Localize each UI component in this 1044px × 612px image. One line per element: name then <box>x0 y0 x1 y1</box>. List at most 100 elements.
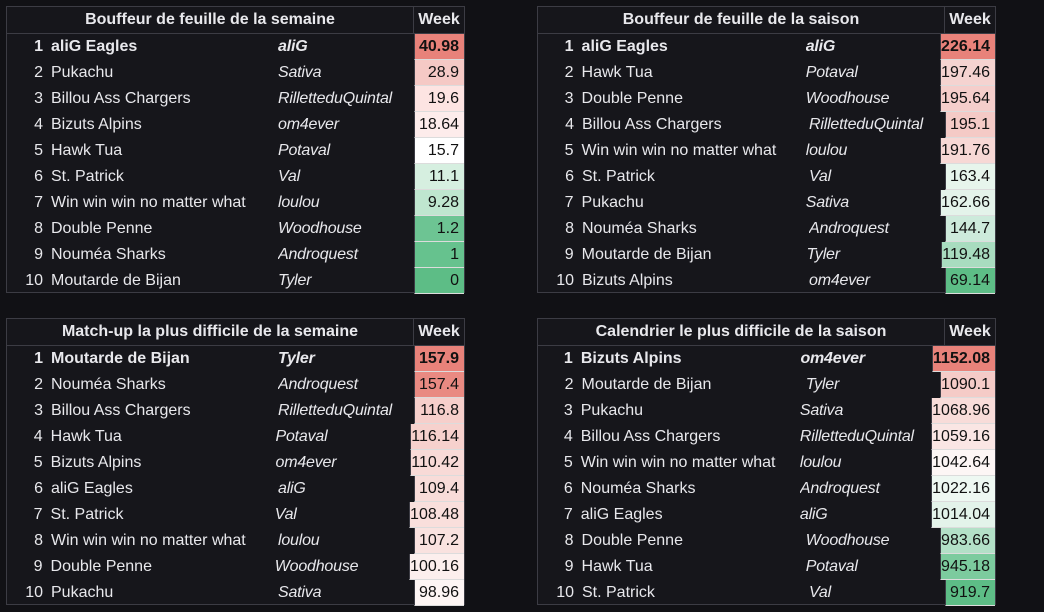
table-row: 8 Win win win no matter what loulou 107.2 <box>7 528 464 554</box>
rank-cell: 4 <box>33 428 43 445</box>
week-header: Week 9 <box>418 11 460 54</box>
score-cell: 107.2 <box>414 528 464 554</box>
table-row: 6 Nouméa Sharks Androquest 1022.16 <box>538 476 995 502</box>
team-name-cell: Nouméa Sharks <box>51 376 166 393</box>
table-row: 2 Nouméa Sharks Androquest 157.4 <box>7 372 464 398</box>
table-row: 1 aliG Eagles aliG 40.98 <box>7 34 464 60</box>
owner-name-cell: Sativa <box>799 402 844 419</box>
owner-name-cell: Androquest <box>278 246 358 263</box>
table-title: Bouffeur de feuille de la semaine <box>7 7 414 33</box>
week-header: Week 9 <box>418 323 460 366</box>
table-row: 9 Moutarde de Bijan Tyler 119.48 <box>538 242 995 268</box>
table-row: 5 Bizuts Alpins om4ever 110.42 <box>7 450 464 476</box>
owner-name-cell: om4ever <box>275 454 337 471</box>
rank-cell: 8 <box>565 220 574 237</box>
score-cell: 197.46 <box>940 60 995 86</box>
table-row: 7 Pukachu Sativa 162.66 <box>538 190 995 216</box>
panel-calendrier-saison: Calendrier le plus difficile de la saiso… <box>537 318 996 606</box>
table-row: 4 Billou Ass Chargers RilletteduQuintal 195… <box>538 112 995 138</box>
rank-cell: 10 <box>25 584 43 601</box>
table-row: 9 Nouméa Sharks Androquest 1 <box>7 242 464 268</box>
score-cell: 157.9 <box>414 346 464 372</box>
owner-name-cell: om4ever <box>278 116 339 133</box>
team-name-cell: Pukachu <box>51 64 114 81</box>
rank-cell: 1 <box>564 38 574 55</box>
owner-name-cell: Potaval <box>275 428 328 445</box>
score-cell: 1042.64 <box>931 450 995 476</box>
week-header: Week 9 <box>949 323 991 366</box>
team-name-cell: Pukachu <box>581 194 644 211</box>
team-name-cell: Hawk Tua <box>581 558 653 575</box>
team-name-cell: Moutarde de Bijan <box>581 376 712 393</box>
owner-name-cell: Val <box>809 168 831 185</box>
rank-cell: 10 <box>25 272 43 289</box>
owner-name-cell: Tyler <box>278 350 315 367</box>
rank-cell: 10 <box>556 272 574 289</box>
score-cell: 110.42 <box>410 450 464 476</box>
score-cell: 18.64 <box>414 112 464 138</box>
table-header: Bouffeur de feuille de la saison Week 9 <box>538 7 995 54</box>
owner-name-cell: Sativa <box>278 64 322 81</box>
table-row: 3 Billou Ass Chargers RilletteduQuintal 19.… <box>7 86 464 112</box>
team-name-cell: Win win win no matter what <box>51 532 246 549</box>
owner-name-cell: Woodhouse <box>274 558 359 575</box>
score-cell: 191.76 <box>940 138 995 164</box>
team-name-cell: Pukachu <box>580 402 644 419</box>
rank-cell: 4 <box>565 116 574 133</box>
owner-name-cell: aliG <box>799 506 828 523</box>
rank-cell: 6 <box>563 480 573 497</box>
rank-cell: 6 <box>34 480 43 497</box>
score-cell: 1 <box>414 242 464 268</box>
rank-cell: 5 <box>34 142 43 159</box>
rank-cell: 2 <box>564 64 574 81</box>
rank-cell: 2 <box>564 376 574 393</box>
team-name-cell: St. Patrick <box>582 584 655 601</box>
team-name-cell: Double Penne <box>581 90 683 107</box>
table-row: 8 Nouméa Sharks Androquest 144.7 <box>538 216 995 242</box>
table-row: 5 Win win win no matter what loulou 1042.64 <box>538 450 995 476</box>
owner-name-cell: Val <box>809 584 831 601</box>
rank-cell: 3 <box>563 402 573 419</box>
rank-cell: 9 <box>33 558 43 575</box>
team-name-cell: St. Patrick <box>51 168 124 185</box>
team-name-cell: Billou Ass Chargers <box>51 90 191 107</box>
rank-cell: 8 <box>34 220 43 237</box>
rank-cell: 7 <box>33 506 43 523</box>
rank-cell: 5 <box>564 142 574 159</box>
owner-name-cell: Androquest <box>809 220 889 237</box>
score-cell: 1.2 <box>414 216 464 242</box>
owner-name-cell: Woodhouse <box>278 220 362 237</box>
table-row: 1 aliG Eagles aliG 226.14 <box>538 34 995 60</box>
table-row: 6 aliG Eagles aliG 109.4 <box>7 476 464 502</box>
team-name-cell: Bizuts Alpins <box>50 454 142 471</box>
table-row: 4 Billou Ass Chargers RilletteduQuintal 105… <box>538 424 995 450</box>
owner-name-cell: om4ever <box>809 272 870 289</box>
owner-name-cell: Tyler <box>278 272 312 289</box>
team-name-cell: Win win win no matter what <box>581 142 777 159</box>
rank-cell: 8 <box>564 532 574 549</box>
score-cell: 226.14 <box>940 34 995 60</box>
rank-cell: 9 <box>564 246 574 263</box>
rank-cell: 7 <box>34 194 43 211</box>
team-name-cell: Bizuts Alpins <box>51 116 142 133</box>
rank-cell: 3 <box>564 90 574 107</box>
score-cell: 98.96 <box>414 580 464 606</box>
score-cell: 1068.96 <box>931 398 995 424</box>
rank-cell: 3 <box>34 90 43 107</box>
team-name-cell: Billou Ass Chargers <box>582 116 722 133</box>
team-name-cell: Hawk Tua <box>581 64 653 81</box>
table-title: Bouffeur de feuille de la saison <box>538 7 945 33</box>
owner-name-cell: RilletteduQuintal <box>809 116 923 133</box>
rank-cell: 6 <box>34 168 43 185</box>
owner-name-cell: RilletteduQuintal <box>278 402 392 419</box>
team-name-cell: St. Patrick <box>50 506 124 523</box>
table-row: 10 Bizuts Alpins om4ever 69.14 <box>538 268 995 294</box>
score-cell: 28.9 <box>414 60 464 86</box>
score-cell: 1014.04 <box>931 502 995 528</box>
rank-cell: 5 <box>563 454 573 471</box>
score-cell: 1152.08 <box>932 346 995 372</box>
team-name-cell: Moutarde de Bijan <box>581 246 712 263</box>
table-row: 7 aliG Eagles aliG 1014.04 <box>538 502 995 528</box>
owner-name-cell: aliG <box>278 480 306 497</box>
rank-cell: 5 <box>33 454 43 471</box>
